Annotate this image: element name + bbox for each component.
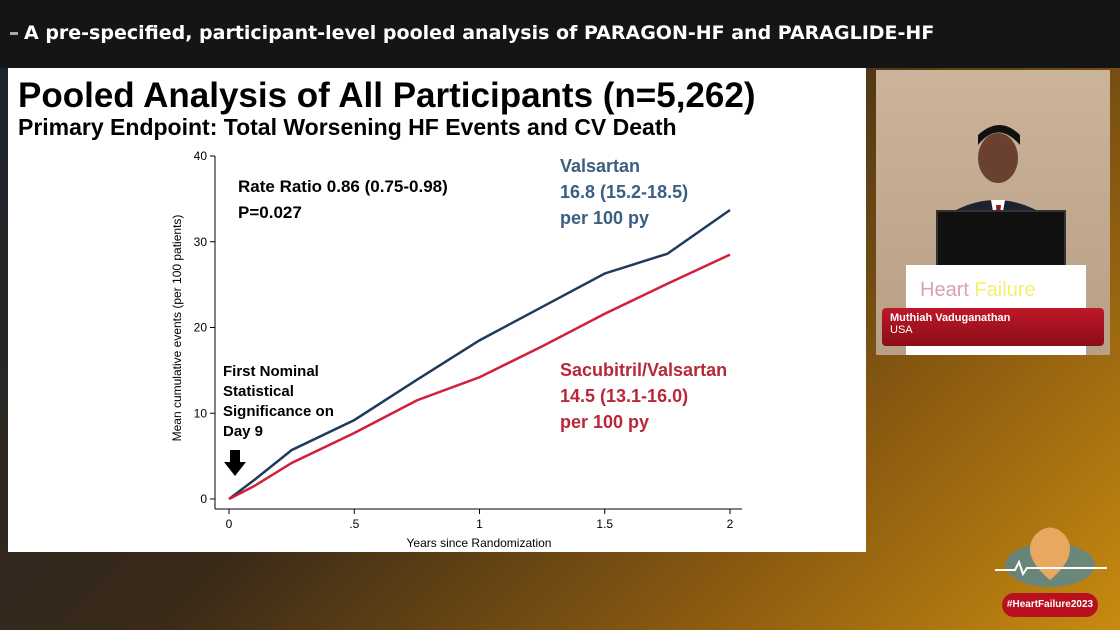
legend-label: Valsartan [560, 156, 640, 176]
speaker-video: Heart Failure Muthiah Vaduganathan USA [876, 70, 1110, 355]
x-tick-label: 1 [476, 517, 483, 531]
x-tick-label: 0 [226, 517, 233, 531]
legend-label: Sacubitril/Valsartan [560, 360, 727, 380]
caption-bar: A pre-specified, participant-level poole… [0, 0, 1120, 68]
x-tick-label: 1.5 [596, 517, 613, 531]
podium-monitor [936, 210, 1066, 268]
legend-label: per 100 py [560, 208, 649, 228]
caption-title: A pre-specified, participant-level poole… [24, 22, 935, 44]
p-value-label: P=0.027 [238, 203, 302, 222]
speaker-nameplate: Muthiah Vaduganathan USA [882, 308, 1104, 346]
slide-title: Pooled Analysis of All Participants (n=5… [18, 76, 756, 115]
significance-annotation-line: Day 9 [223, 423, 263, 440]
x-tick-label: 2 [727, 517, 734, 531]
significance-annotation-line: Statistical [223, 383, 294, 400]
y-axis-label: Mean cumulative events (per 100 patients… [170, 215, 184, 442]
significance-annotation-line: Significance on [223, 403, 334, 420]
series-line-sacubitril-valsartan [228, 253, 731, 501]
series-line-valsartan [228, 208, 731, 500]
y-tick-label: 30 [194, 235, 208, 249]
rate-ratio-label: Rate Ratio 0.86 (0.75-0.98) [238, 177, 448, 196]
slide: Pooled Analysis of All Participants (n=5… [8, 68, 866, 552]
legend-label: 14.5 (13.1-16.0) [560, 386, 688, 406]
speaker-name: Muthiah Vaduganathan [890, 312, 1011, 324]
slide-subtitle: Primary Endpoint: Total Worsening HF Eve… [18, 114, 677, 140]
x-axis-label: Years since Randomization [407, 536, 552, 550]
legend-label: per 100 py [560, 412, 649, 432]
y-tick-label: 0 [200, 492, 207, 506]
x-tick-label: .5 [349, 517, 359, 531]
heart-logo [995, 527, 1107, 587]
significance-annotation-line: First Nominal [223, 363, 319, 380]
bullet-icon [10, 32, 18, 35]
y-tick-label: 20 [194, 321, 208, 335]
legend-label: 16.8 (15.2-18.5) [560, 182, 688, 202]
y-tick-label: 10 [194, 406, 208, 420]
arrow-down-icon [224, 450, 246, 476]
y-tick-label: 40 [194, 149, 208, 163]
speaker-country: USA [890, 324, 913, 336]
hashtag-badge: #HeartFailure2023 [1002, 593, 1098, 617]
